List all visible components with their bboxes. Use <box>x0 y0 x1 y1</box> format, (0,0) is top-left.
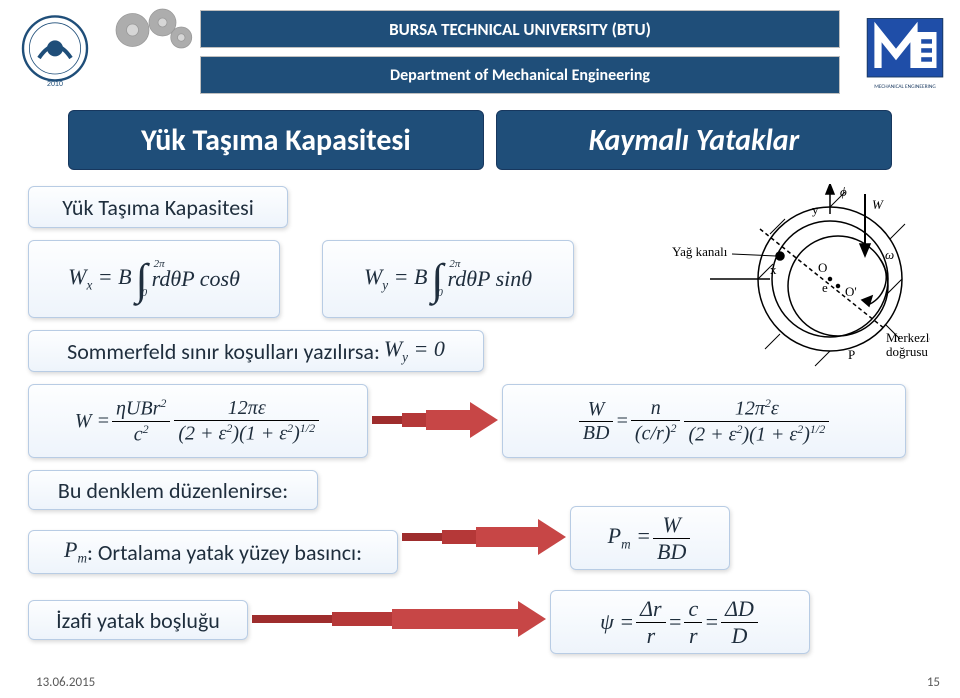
diag-Op: O' <box>845 284 857 299</box>
block-sommerfeld: Sommerfeld sınır koşulları yazılırsa: Wy… <box>28 330 484 372</box>
footer-date: 13.06.2015 <box>36 675 95 690</box>
btu-logo: 2010 <box>10 5 100 95</box>
block-heading: Yük Taşıma Kapasitesi <box>28 186 288 228</box>
block-pm-eq: Pm = W BD <box>570 506 730 570</box>
sommerfeld-w: W <box>384 336 402 361</box>
department-name: Department of Mechanical Engineering <box>200 56 840 94</box>
wy-lower: 0 <box>437 288 443 299</box>
title-row: Yük Taşıma Kapasitesi Kaymalı Yataklar <box>68 110 892 170</box>
arrow-2 <box>402 522 566 552</box>
diag-y: y <box>812 202 819 217</box>
block-duzenlenirse: Bu denklem düzenlenirse: <box>28 470 318 510</box>
block-psi-eq: ψ = Δrr = cr = ΔDD <box>550 590 810 654</box>
university-name: BURSA TECHNICAL UNIVERSITY (BTU) <box>200 10 840 48</box>
block-wx: Wx = B 2π ∫ 0 rdθP cosθ <box>28 240 280 318</box>
sommerfeld-text: Sommerfeld sınır koşulları yazılırsa: <box>67 338 380 365</box>
wy-lhs: Wy = B <box>364 264 427 293</box>
diag-W: W <box>872 197 884 212</box>
content-area: Yük Taşıma Kapasitesi Wx = B 2π ∫ 0 rdθP… <box>0 180 960 668</box>
wx-upper: 2π <box>154 259 165 270</box>
block-wbd-eq: W BD = n (c/r)2 12π2ε (2 + ε2)(1 + ε2)1/… <box>502 384 906 458</box>
wx-lhs: Wx = B <box>68 264 131 293</box>
gears-icon <box>110 0 200 60</box>
svg-text:MECHANICAL ENGINEERING: MECHANICAL ENGINEERING <box>874 84 936 90</box>
title-right: Kaymalı Yataklar <box>496 110 892 170</box>
diag-e: e <box>822 280 828 295</box>
block-izafi: İzafi yatak boşluğu <box>28 600 248 640</box>
diag-merk: Merkezler <box>886 330 930 345</box>
me-logo: MECHANICAL ENGINEERING <box>860 5 950 95</box>
logo-year: 2010 <box>47 79 63 88</box>
diag-x: x <box>770 262 777 277</box>
diag-phi: ϕ <box>840 184 847 199</box>
footer-page: 15 <box>927 675 940 690</box>
title-left: Yük Taşıma Kapasitesi <box>68 110 484 170</box>
diag-omega: ω <box>885 247 894 262</box>
diag-dog: doğrusu <box>886 344 928 359</box>
block-wy: Wy = B 2π ∫ 0 rdθP sinθ <box>322 240 574 318</box>
bearing-diagram: ϕ W y x O O' ω e P Yağ kanalı Merkezler … <box>670 184 930 384</box>
wx-lower: 0 <box>142 288 148 299</box>
diag-O: O <box>818 260 827 275</box>
header-band: 2010 BURSA TECHNICAL UNIVERSITY (BTU) De… <box>0 0 960 100</box>
w-eq-lhs: W = <box>75 410 110 433</box>
arrow-3 <box>252 604 546 634</box>
pm-label-text: : Ortalama yatak yüzey basıncı: <box>87 539 362 566</box>
arrow-1 <box>372 405 498 435</box>
diag-yag: Yağ kanalı <box>672 244 728 259</box>
header-texts: BURSA TECHNICAL UNIVERSITY (BTU) Departm… <box>200 10 840 102</box>
izafi-text: İzafi yatak boşluğu <box>56 607 220 634</box>
heading-text: Yük Taşıma Kapasitesi <box>62 194 254 221</box>
duzenlenirse-text: Bu denklem düzenlenirse: <box>58 477 288 504</box>
wy-upper: 2π <box>449 259 460 270</box>
block-pm-label: Pm : Ortalama yatak yüzey basıncı: <box>28 530 398 574</box>
diag-P: P <box>848 347 855 362</box>
block-w-eq: W = ηUBr2 c2 12πε (2 + ε2)(1 + ε2)1/2 <box>28 384 368 458</box>
